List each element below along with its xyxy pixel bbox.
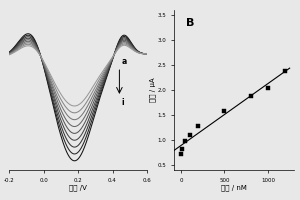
X-axis label: 电位 /V: 电位 /V [69, 184, 87, 191]
Y-axis label: 电流 / μA: 电流 / μA [150, 78, 156, 102]
Text: i: i [121, 98, 124, 107]
X-axis label: 浓度 / nM: 浓度 / nM [221, 184, 247, 191]
Text: B: B [186, 18, 194, 28]
Text: a: a [121, 57, 126, 66]
